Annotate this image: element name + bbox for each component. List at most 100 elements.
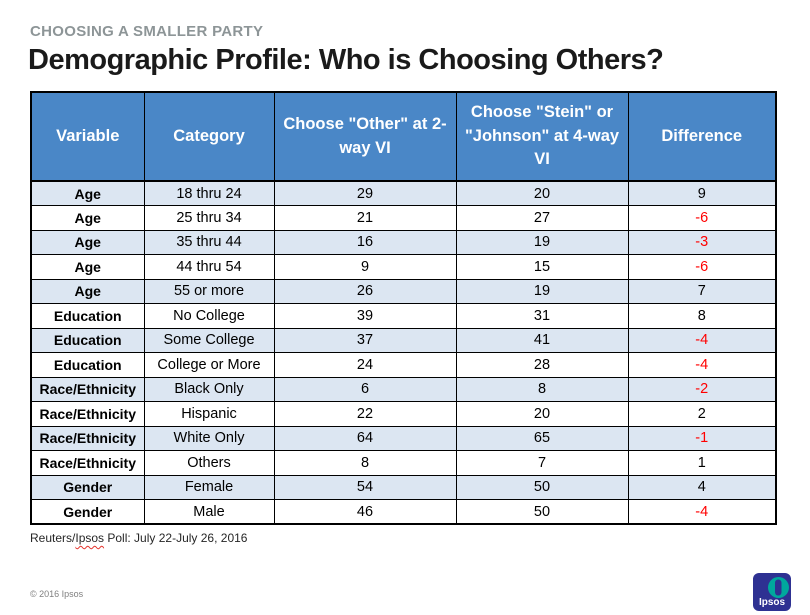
cell-4way-value: 50	[455, 499, 629, 525]
cell-4way-value: 28	[455, 352, 629, 378]
table-row: Age 18 thru 24 29 20 9	[30, 180, 777, 206]
source-note-spellcheck-word: Ipsos	[75, 531, 105, 545]
ipsos-logo-comma	[775, 579, 782, 596]
cell-category: Male	[143, 499, 275, 525]
cell-4way-value: 50	[455, 474, 629, 500]
cell-2way-value: 6	[273, 376, 457, 402]
cell-category: Others	[143, 450, 275, 476]
source-note-prefix: Reuters/	[30, 531, 76, 545]
cell-variable: Education	[30, 352, 145, 378]
cell-variable: Gender	[30, 499, 145, 525]
cell-2way-value: 39	[273, 303, 457, 329]
cell-2way-value: 46	[273, 499, 457, 525]
cell-4way-value: 20	[455, 401, 629, 427]
table-row: Gender Male 46 50 -4	[30, 499, 777, 525]
cell-difference: -3	[627, 229, 777, 255]
cell-2way-value: 54	[273, 474, 457, 500]
ipsos-logo: Ipsos	[753, 573, 791, 611]
table-row: Age 25 thru 34 21 27 -6	[30, 205, 777, 231]
table-row: Age 35 thru 44 16 19 -3	[30, 229, 777, 255]
cell-variable: Race/Ethnicity	[30, 376, 145, 402]
cell-4way-value: 41	[455, 327, 629, 353]
cell-difference: -2	[627, 376, 777, 402]
cell-variable: Race/Ethnicity	[30, 401, 145, 427]
ipsos-logo-wordmark: Ipsos	[759, 597, 786, 608]
cell-variable: Gender	[30, 474, 145, 500]
cell-4way-value: 31	[455, 303, 629, 329]
cell-category: Some College	[143, 327, 275, 353]
cell-4way-value: 15	[455, 254, 629, 280]
cell-difference: -1	[627, 425, 777, 451]
cell-variable: Age	[30, 254, 145, 280]
cell-difference: 9	[627, 180, 777, 206]
cell-category: White Only	[143, 425, 275, 451]
column-header-category: Category	[143, 91, 275, 182]
table-row: Race/Ethnicity Others 8 7 1	[30, 450, 777, 476]
cell-2way-value: 9	[273, 254, 457, 280]
cell-category: 35 thru 44	[143, 229, 275, 255]
table-row: Race/Ethnicity Black Only 6 8 -2	[30, 376, 777, 402]
cell-difference: -6	[627, 254, 777, 280]
cell-category: No College	[143, 303, 275, 329]
cell-2way-value: 8	[273, 450, 457, 476]
table-header: Variable Category Choose "Other" at 2-wa…	[30, 91, 777, 182]
source-note-suffix: Poll: July 22-July 26, 2016	[104, 531, 248, 545]
cell-difference: 7	[627, 278, 777, 304]
cell-category: 25 thru 34	[143, 205, 275, 231]
cell-category: 44 thru 54	[143, 254, 275, 280]
cell-4way-value: 8	[455, 376, 629, 402]
cell-variable: Education	[30, 327, 145, 353]
column-header-difference: Difference	[627, 91, 777, 182]
table-row: Education Some College 37 41 -4	[30, 327, 777, 353]
cell-difference: -4	[627, 499, 777, 525]
cell-category: Female	[143, 474, 275, 500]
table-row: Race/Ethnicity White Only 64 65 -1	[30, 425, 777, 451]
table-row: Education No College 39 31 8	[30, 303, 777, 329]
cell-2way-value: 26	[273, 278, 457, 304]
table-row: Race/Ethnicity Hispanic 22 20 2	[30, 401, 777, 427]
table-row: Age 44 thru 54 9 15 -6	[30, 254, 777, 280]
slide-eyebrow: CHOOSING A SMALLER PARTY	[30, 23, 264, 40]
cell-category: 18 thru 24	[143, 180, 275, 206]
table-row: Education College or More 24 28 -4	[30, 352, 777, 378]
source-note: Reuters/Ipsos Poll: July 22-July 26, 201…	[30, 531, 247, 545]
cell-4way-value: 27	[455, 205, 629, 231]
cell-2way-value: 29	[273, 180, 457, 206]
cell-variable: Age	[30, 180, 145, 206]
cell-category: Black Only	[143, 376, 275, 402]
table-row: Gender Female 54 50 4	[30, 474, 777, 500]
cell-variable: Education	[30, 303, 145, 329]
cell-difference: -4	[627, 352, 777, 378]
cell-variable: Race/Ethnicity	[30, 425, 145, 451]
cell-2way-value: 21	[273, 205, 457, 231]
table-body: Age 18 thru 24 29 20 9 Age 25 thru 34 21…	[30, 180, 777, 525]
cell-difference: 2	[627, 401, 777, 427]
cell-2way-value: 37	[273, 327, 457, 353]
column-header-2way: Choose "Other" at 2-way VI	[273, 91, 457, 182]
cell-variable: Age	[30, 205, 145, 231]
cell-difference: 4	[627, 474, 777, 500]
cell-category: College or More	[143, 352, 275, 378]
cell-4way-value: 19	[455, 229, 629, 255]
cell-category: Hispanic	[143, 401, 275, 427]
cell-4way-value: 19	[455, 278, 629, 304]
cell-difference: -6	[627, 205, 777, 231]
cell-difference: 8	[627, 303, 777, 329]
cell-difference: -4	[627, 327, 777, 353]
copyright-text: © 2016 Ipsos	[30, 589, 84, 599]
cell-2way-value: 64	[273, 425, 457, 451]
cell-variable: Age	[30, 278, 145, 304]
table-header-row: Variable Category Choose "Other" at 2-wa…	[30, 91, 777, 182]
cell-2way-value: 16	[273, 229, 457, 255]
cell-variable: Race/Ethnicity	[30, 450, 145, 476]
cell-4way-value: 7	[455, 450, 629, 476]
cell-2way-value: 24	[273, 352, 457, 378]
cell-variable: Age	[30, 229, 145, 255]
cell-2way-value: 22	[273, 401, 457, 427]
page-title: Demographic Profile: Who is Choosing Oth…	[28, 44, 664, 76]
column-header-4way: Choose "Stein" or "Johnson" at 4-way VI	[455, 91, 629, 182]
demographics-table: Variable Category Choose "Other" at 2-wa…	[30, 91, 777, 525]
cell-difference: 1	[627, 450, 777, 476]
column-header-variable: Variable	[30, 91, 145, 182]
